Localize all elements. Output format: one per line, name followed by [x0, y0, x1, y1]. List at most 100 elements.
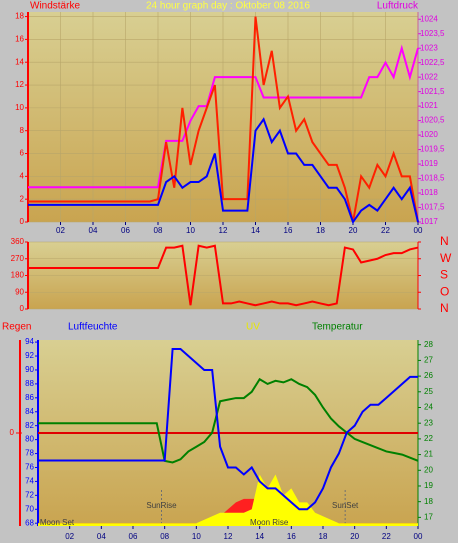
- y-tick-label: 10: [15, 103, 24, 112]
- series-line: [28, 44, 419, 189]
- y2-tick-label: 22: [424, 434, 433, 443]
- y-tick-label: 180: [11, 271, 25, 280]
- y2-axis-title: Luftdruck: [377, 1, 419, 12]
- y2-tick-label: 1024: [420, 14, 438, 23]
- y-tick-label: 88: [25, 379, 34, 388]
- x-tick-label: 16: [287, 532, 296, 541]
- x-tick-label: 16: [284, 226, 293, 235]
- x-tick-label: 20: [350, 532, 359, 541]
- x-tick-label: 10: [186, 226, 195, 235]
- y-tick-label: 8: [20, 126, 25, 135]
- y2-tick-label: O: [440, 284, 449, 298]
- y-tick-label: 360: [11, 237, 25, 246]
- y-tick-label: 92: [25, 351, 34, 360]
- x-tick-label: 20: [349, 226, 358, 235]
- y-tick-label: 94: [25, 337, 34, 346]
- y2-tick-label: 1021: [420, 101, 438, 110]
- y2-tick-label: N: [440, 234, 449, 248]
- y2-tick-label: 1018: [420, 188, 438, 197]
- chart-title: 24 hour graph day : Oktober 08 2016: [146, 1, 310, 12]
- y2-tick-label: 26: [424, 371, 433, 380]
- rain-tick-label: 0: [10, 428, 15, 437]
- series-line: [28, 117, 419, 225]
- y-tick-label: 90: [25, 365, 34, 374]
- y2-tick-label: 18: [424, 497, 433, 506]
- y-tick-label: 270: [11, 254, 25, 263]
- y-tick-label: 68: [25, 518, 34, 527]
- y2-tick-label: N: [440, 301, 449, 315]
- y2-tick-label: W: [440, 251, 452, 265]
- y-tick-label: 14: [15, 57, 24, 66]
- y2-tick-label: 17: [424, 512, 433, 521]
- x-tick-label: 14: [255, 532, 264, 541]
- y2-tick-label: 24: [424, 403, 433, 412]
- y2-tick-label: 1019: [420, 159, 438, 168]
- x-tick-label: 08: [154, 226, 163, 235]
- humidity-label: Luftfeuchte: [68, 322, 118, 333]
- y2-tick-label: S: [440, 268, 448, 282]
- x-tick-label: 12: [219, 226, 228, 235]
- y2-tick-label: 23: [424, 418, 433, 427]
- y2-tick-label: 21: [424, 450, 433, 459]
- x-tick-label: 18: [316, 226, 325, 235]
- y-tick-label: 86: [25, 393, 34, 402]
- area: [38, 498, 418, 526]
- y2-tick-label: 1023: [420, 43, 438, 52]
- y-tick-label: 84: [25, 407, 34, 416]
- y-tick-label: 80: [25, 435, 34, 444]
- y-tick-label: 18: [15, 12, 24, 21]
- y-tick-label: 90: [15, 287, 24, 296]
- y-tick-label: 6: [20, 149, 25, 158]
- x-tick-label: 02: [65, 532, 74, 541]
- annotation: SunRise: [146, 501, 177, 510]
- y-tick-label: 76: [25, 463, 34, 472]
- y2-tick-label: 1017,5: [420, 203, 445, 212]
- annotation: Moon Set: [40, 518, 75, 527]
- y2-tick-label: 20: [424, 465, 433, 474]
- y-tick-label: 82: [25, 421, 34, 430]
- x-tick-label: 10: [192, 532, 201, 541]
- y-tick-label: 0: [20, 304, 25, 313]
- x-tick-label: 04: [89, 226, 98, 235]
- y2-tick-label: 1022,5: [420, 58, 445, 67]
- x-tick-label: 06: [121, 226, 130, 235]
- x-tick-label: 08: [160, 532, 169, 541]
- y2-tick-label: 1019,5: [420, 145, 445, 154]
- rain-label: Regen: [2, 322, 31, 333]
- series-line: [38, 348, 418, 511]
- y2-tick-label: 1018,5: [420, 174, 445, 183]
- y-tick-label: 74: [25, 477, 34, 486]
- series-line: [28, 244, 419, 307]
- x-tick-label: 14: [251, 226, 260, 235]
- y2-tick-label: 1021,5: [420, 87, 445, 96]
- y-tick-label: 4: [20, 171, 25, 180]
- y2-tick-label: 1017: [420, 217, 438, 226]
- y-tick-label: 72: [25, 490, 34, 499]
- y-tick-label: 12: [15, 80, 24, 89]
- y-tick-label: 16: [15, 35, 24, 44]
- series-line: [38, 377, 419, 464]
- area: [38, 474, 418, 526]
- x-tick-label: 00: [414, 532, 423, 541]
- x-tick-label: 22: [381, 226, 390, 235]
- x-tick-label: 04: [97, 532, 106, 541]
- annotation: SunSet: [332, 501, 359, 510]
- x-tick-label: 18: [319, 532, 328, 541]
- uv-label: UV: [246, 322, 260, 333]
- y2-tick-label: 27: [424, 356, 433, 365]
- x-tick-label: 06: [129, 532, 138, 541]
- y-tick-label: 2: [20, 194, 25, 203]
- x-tick-label: 00: [414, 226, 423, 235]
- x-tick-label: 02: [56, 226, 65, 235]
- y2-tick-label: 1023,5: [420, 29, 445, 38]
- y-tick-label: 0: [20, 217, 25, 226]
- y2-tick-label: 1022: [420, 72, 438, 81]
- annotation: Moon Rise: [250, 518, 289, 527]
- y-tick-label: 70: [25, 504, 34, 513]
- y-axis-title: Windstärke: [30, 1, 80, 12]
- y2-tick-label: 25: [424, 387, 433, 396]
- temperature-label: Temperatur: [312, 322, 363, 333]
- y2-tick-label: 1020,5: [420, 116, 445, 125]
